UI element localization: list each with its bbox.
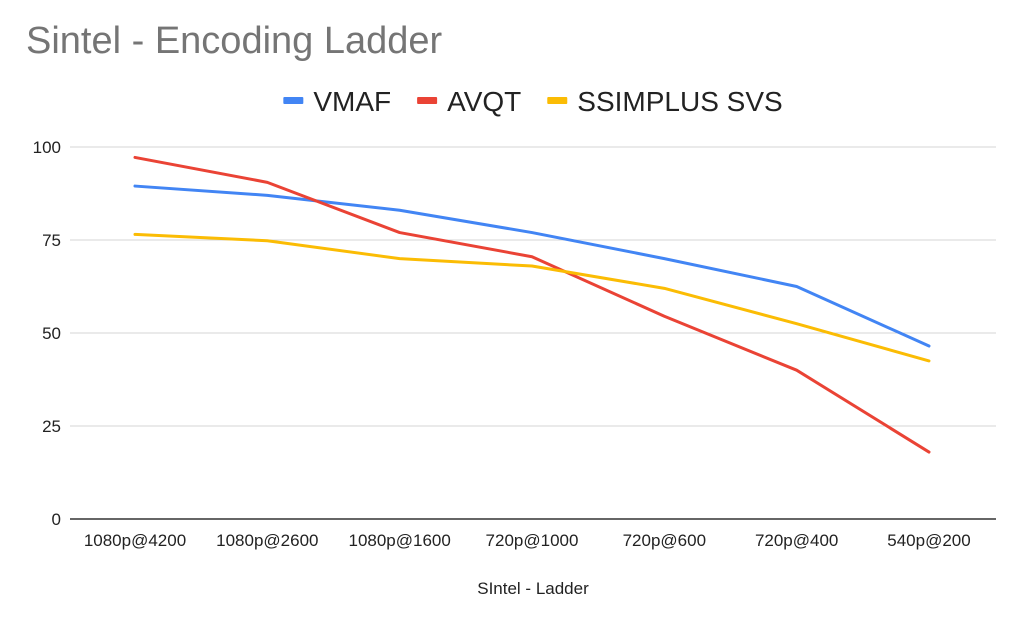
series-line-ssimplus-svs (133, 232, 931, 363)
chart-title: Sintel - Encoding Ladder (26, 20, 443, 62)
series-line-vmaf (133, 184, 931, 348)
x-axis-title: SIntel - Ladder (477, 579, 589, 598)
x-axis-ticks: 1080p@4200 1080p@2600 1080p@1600 720p@1000 7… (84, 531, 971, 550)
gridlines (70, 146, 996, 520)
x-tick-label: 720p@600 (623, 531, 706, 550)
y-tick-label: 25 (42, 417, 61, 436)
legend: VMAF AVQT SSIMPLUS SVS (283, 86, 783, 117)
x-tick-label: 720p@1000 (486, 531, 579, 550)
x-tick-label: 1080p@4200 (84, 531, 186, 550)
series-line-avqt (133, 155, 931, 454)
y-axis-ticks: 0 25 50 75 100 (33, 138, 61, 529)
legend-item-ssimplus-svs: SSIMPLUS SVS (547, 86, 783, 117)
x-tick-label: 1080p@1600 (348, 531, 450, 550)
legend-label: AVQT (447, 86, 521, 117)
legend-swatch (283, 97, 304, 104)
legend-label: SSIMPLUS SVS (577, 86, 782, 117)
legend-item-vmaf: VMAF (283, 86, 391, 117)
series-lines (133, 155, 931, 454)
y-tick-label: 0 (52, 510, 61, 529)
y-tick-label: 50 (42, 324, 61, 343)
x-tick-label: 720p@400 (755, 531, 838, 550)
legend-item-avqt: AVQT (417, 86, 521, 117)
y-tick-label: 100 (33, 138, 61, 157)
y-tick-label: 75 (42, 231, 61, 250)
legend-swatch (547, 97, 568, 104)
legend-label: VMAF (313, 86, 391, 117)
x-tick-label: 1080p@2600 (216, 531, 318, 550)
x-tick-label: 540p@200 (887, 531, 970, 550)
legend-swatch (417, 97, 438, 104)
